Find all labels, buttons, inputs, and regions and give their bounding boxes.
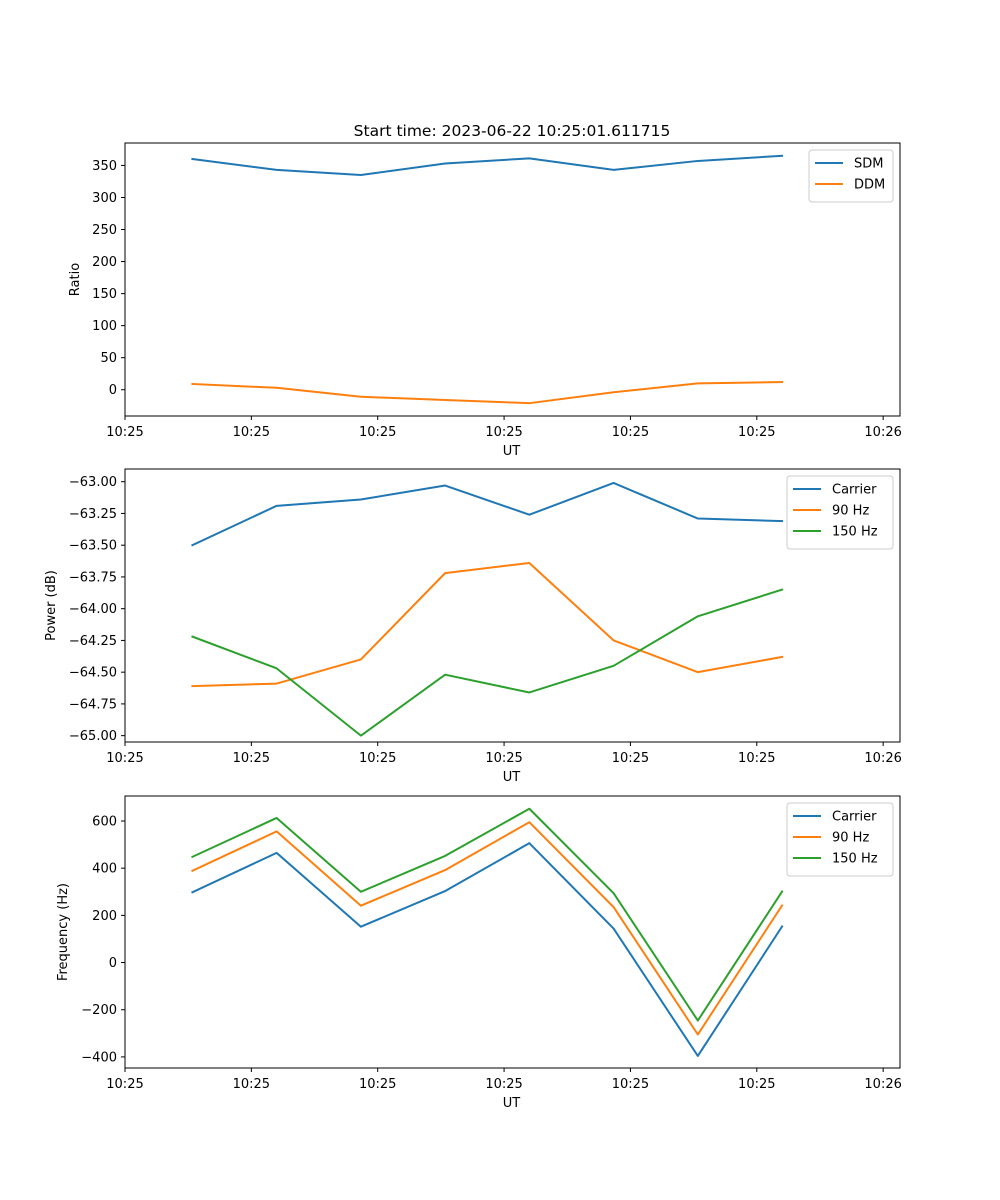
power-y-axis-label: Power (dB) — [44, 570, 59, 641]
power-series-line-150-hz — [191, 588, 784, 737]
power-x-tick-label: 10:25 — [612, 751, 649, 766]
frequency-x-tick-label: 10:25 — [359, 1077, 396, 1092]
power-x-tick-label: 10:25 — [233, 751, 270, 766]
frequency-x-tick-label: 10:25 — [106, 1077, 143, 1092]
power-x-tick-label: 10:25 — [359, 751, 396, 766]
ratio-panel: 10:25 10:25 10:25 10:25 10:25 10:25 10:26 0 50 10… — [68, 142, 902, 459]
power-y-tick-label: −64.25 — [69, 634, 117, 649]
power-x-tick-label: 10:25 — [106, 751, 143, 766]
power-legend-label: 150 Hz — [832, 525, 878, 540]
ratio-y-tick-label: 200 — [92, 255, 117, 270]
power-x-axis-label: UT — [503, 770, 521, 785]
ratio-series-line-sdm — [191, 154, 784, 177]
frequency-x-tick-label: 10:26 — [864, 1077, 901, 1092]
frequency-y-tick-label: −200 — [81, 1003, 117, 1018]
ratio-x-tick-label: 10:25 — [233, 425, 270, 440]
power-y-tick-label: −63.50 — [69, 539, 117, 554]
ratio-y-tick-label: 150 — [92, 287, 117, 302]
ratio-x-tick-label: 10:25 — [738, 425, 775, 440]
ratio-x-axis-label: UT — [503, 444, 521, 459]
frequency-axes-frame — [124, 795, 901, 1069]
ratio-x-tick-label: 10:25 — [359, 425, 396, 440]
frequency-x-axis-label: UT — [503, 1096, 521, 1111]
frequency-y-tick-label: −400 — [81, 1050, 117, 1065]
frequency-legend-label: 150 Hz — [832, 852, 878, 867]
frequency-x-tick-label: 10:25 — [738, 1077, 775, 1092]
ratio-y-tick-label: 350 — [92, 159, 117, 174]
frequency-y-tick-label: 600 — [92, 815, 117, 830]
ratio-y-tick-label: 0 — [109, 383, 117, 398]
ratio-legend-label: DDM — [854, 178, 885, 193]
ratio-axes-frame — [124, 142, 901, 417]
frequency-series-line-90-hz — [191, 821, 784, 1036]
power-y-tick-label: −64.00 — [69, 602, 117, 617]
ratio-y-tick-label: 300 — [92, 191, 117, 206]
frequency-panel: 10:25 10:25 10:25 10:25 10:25 10:25 10:26 −400 −… — [56, 795, 902, 1111]
figure-title: Start time: 2023-06-22 10:25:01.611715 — [354, 122, 671, 140]
frequency-y-axis-label: Frequency (Hz) — [56, 883, 71, 981]
frequency-y-tick-label: 200 — [92, 909, 117, 924]
power-legend-label: 90 Hz — [832, 504, 869, 519]
ratio-series-line-ddm — [191, 381, 784, 405]
ratio-y-tick-label: 100 — [92, 319, 117, 334]
ratio-legend-label: SDM — [854, 157, 883, 172]
power-panel: 10:25 10:25 10:25 10:25 10:25 10:25 10:26 −65.0… — [44, 468, 902, 785]
power-y-tick-label: −65.00 — [69, 729, 117, 744]
frequency-legend-label: 90 Hz — [832, 831, 869, 846]
frequency-y-tick-label: 400 — [92, 862, 117, 877]
power-legend: Carrier 90 Hz 150 Hz — [786, 475, 894, 550]
frequency-x-tick-label: 10:25 — [612, 1077, 649, 1092]
ratio-x-tick-label: 10:25 — [106, 425, 143, 440]
frequency-x-tick-label: 10:25 — [485, 1077, 522, 1092]
frequency-x-tick-label: 10:25 — [233, 1077, 270, 1092]
power-legend-label: Carrier — [832, 483, 877, 498]
frequency-series-line-150-hz — [191, 807, 784, 1022]
ratio-x-tick-label: 10:25 — [485, 425, 522, 440]
power-y-tick-label: −64.75 — [69, 697, 117, 712]
ratio-y-axis-label: Ratio — [68, 263, 83, 296]
frequency-legend: Carrier 90 Hz 150 Hz — [786, 802, 894, 877]
power-x-tick-label: 10:26 — [864, 751, 901, 766]
power-y-tick-label: −63.25 — [69, 507, 117, 522]
frequency-series-line-carrier — [191, 842, 784, 1057]
power-y-tick-label: −63.00 — [69, 475, 117, 490]
ratio-y-tick-label: 50 — [100, 351, 117, 366]
frequency-legend-label: Carrier — [832, 810, 877, 825]
ratio-legend: SDM DDM — [808, 149, 894, 203]
ratio-y-tick-label: 250 — [92, 223, 117, 238]
power-y-tick-label: −64.50 — [69, 666, 117, 681]
power-axes-frame — [124, 468, 901, 743]
power-series-line-carrier — [191, 481, 784, 547]
power-y-tick-label: −63.75 — [69, 570, 117, 585]
power-x-tick-label: 10:25 — [738, 751, 775, 766]
power-x-tick-label: 10:25 — [485, 751, 522, 766]
frequency-y-tick-label: 0 — [109, 956, 117, 971]
ratio-x-tick-label: 10:25 — [612, 425, 649, 440]
ratio-x-tick-label: 10:26 — [864, 425, 901, 440]
